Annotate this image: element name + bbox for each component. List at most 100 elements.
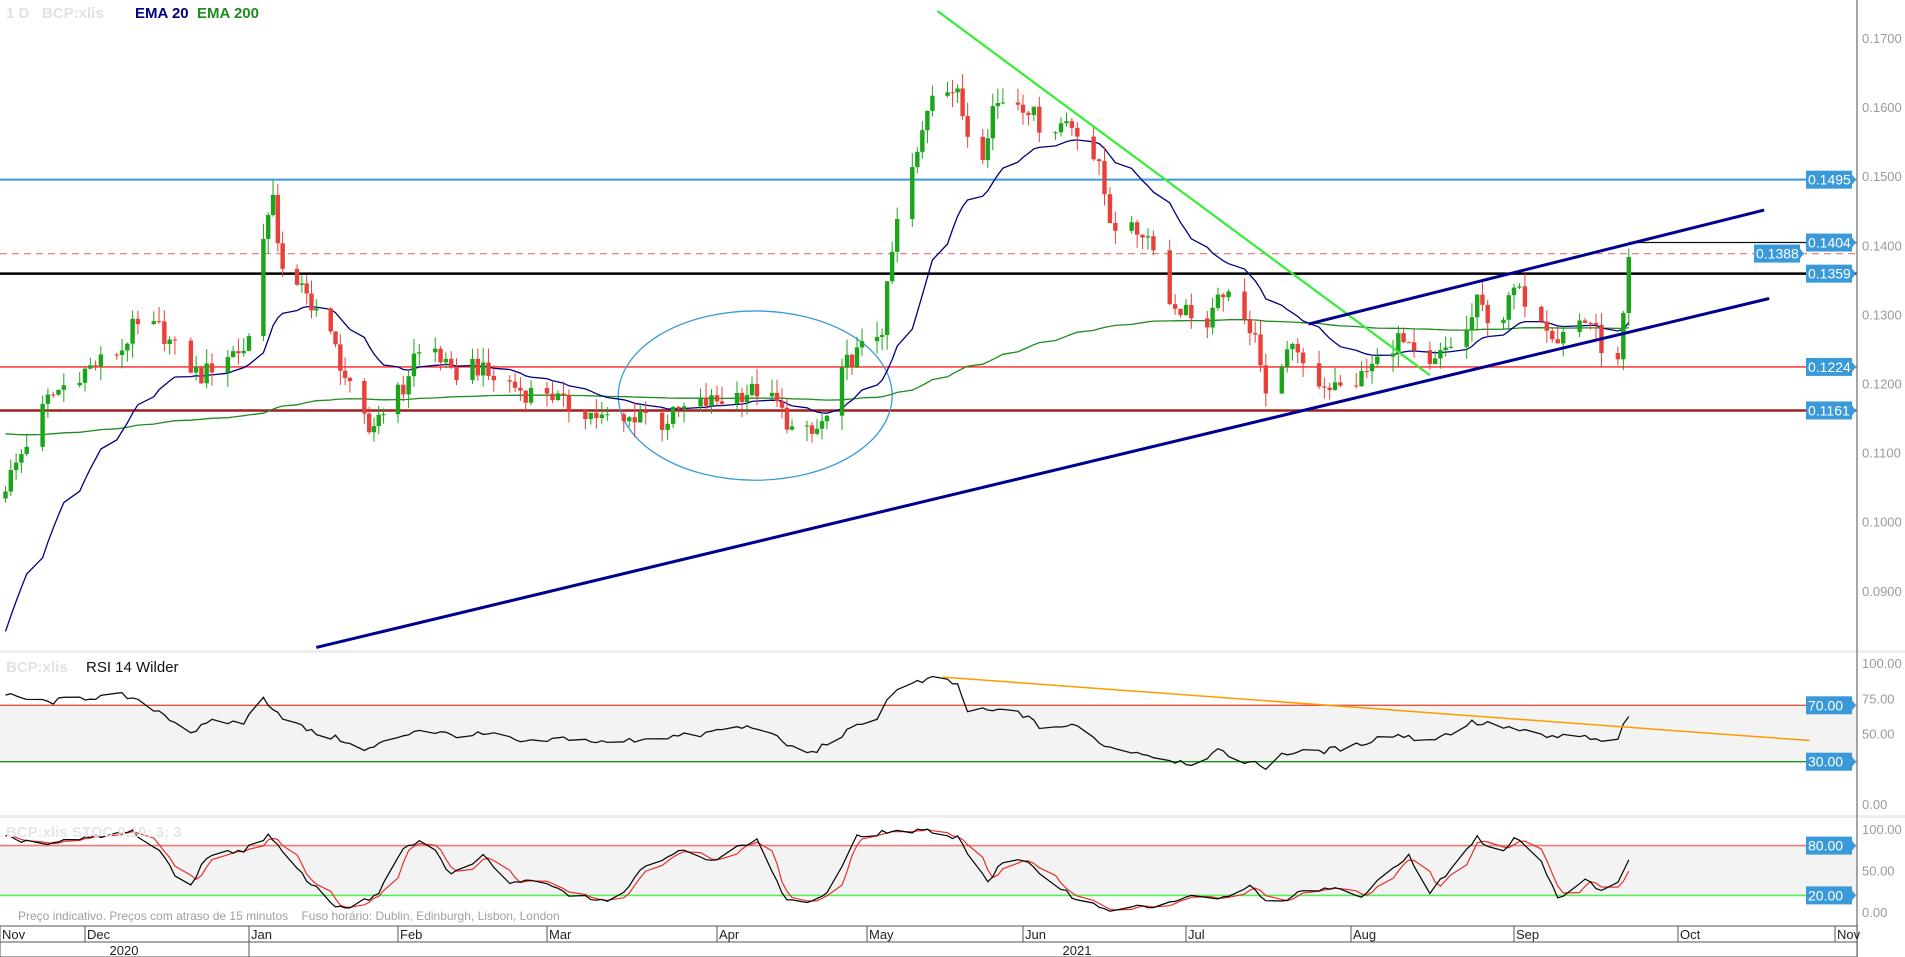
candle[interactable] bbox=[744, 384, 750, 415]
candle[interactable] bbox=[1432, 350, 1438, 365]
candle[interactable] bbox=[1183, 299, 1189, 316]
candle[interactable] bbox=[1107, 187, 1113, 224]
candle[interactable] bbox=[1242, 278, 1247, 325]
candle[interactable] bbox=[659, 408, 665, 442]
candle[interactable] bbox=[1295, 338, 1300, 364]
candle[interactable] bbox=[990, 93, 996, 151]
candle[interactable] bbox=[1469, 303, 1475, 342]
candle[interactable] bbox=[1167, 239, 1172, 306]
candle[interactable] bbox=[681, 402, 687, 423]
candle[interactable] bbox=[874, 321, 880, 354]
candle[interactable] bbox=[1263, 353, 1269, 407]
candle[interactable] bbox=[925, 110, 930, 144]
candle[interactable] bbox=[960, 73, 965, 120]
candle[interactable] bbox=[749, 376, 755, 397]
candle[interactable] bbox=[945, 81, 950, 98]
candle[interactable] bbox=[241, 338, 246, 357]
candle[interactable] bbox=[1172, 294, 1178, 315]
candle[interactable] bbox=[209, 353, 215, 386]
candle[interactable] bbox=[849, 353, 855, 376]
candle[interactable] bbox=[910, 153, 915, 227]
candle[interactable] bbox=[347, 376, 353, 393]
candle[interactable] bbox=[599, 401, 605, 424]
candle[interactable] bbox=[980, 128, 985, 165]
candle[interactable] bbox=[512, 373, 518, 392]
candle[interactable] bbox=[1480, 282, 1485, 312]
candle[interactable] bbox=[1316, 350, 1322, 390]
candle[interactable] bbox=[1501, 317, 1506, 330]
candle[interactable] bbox=[1215, 287, 1221, 311]
candle[interactable] bbox=[114, 352, 119, 360]
candle[interactable] bbox=[119, 338, 125, 369]
candle[interactable] bbox=[643, 401, 648, 425]
candle[interactable] bbox=[854, 336, 860, 368]
candle[interactable] bbox=[342, 357, 348, 386]
candle[interactable] bbox=[719, 386, 725, 406]
candle[interactable] bbox=[188, 337, 194, 374]
candle[interactable] bbox=[125, 342, 130, 362]
candle[interactable] bbox=[779, 388, 785, 419]
candle[interactable] bbox=[670, 405, 676, 429]
candle[interactable] bbox=[1037, 96, 1042, 142]
candle[interactable] bbox=[884, 281, 890, 350]
candle[interactable] bbox=[309, 280, 314, 319]
candle[interactable] bbox=[51, 391, 56, 399]
candle[interactable] bbox=[1205, 311, 1210, 339]
candle[interactable] bbox=[1031, 106, 1037, 122]
candle[interactable] bbox=[550, 381, 555, 404]
candle[interactable] bbox=[627, 415, 632, 427]
candle[interactable] bbox=[1522, 273, 1528, 318]
candle[interactable] bbox=[809, 422, 815, 443]
candle[interactable] bbox=[1506, 291, 1511, 330]
candle[interactable] bbox=[1401, 327, 1406, 344]
candle[interactable] bbox=[172, 336, 178, 355]
candle[interactable] bbox=[1075, 122, 1080, 151]
candle[interactable] bbox=[621, 409, 626, 432]
candle[interactable] bbox=[162, 310, 167, 352]
candle[interactable] bbox=[1555, 326, 1560, 344]
candle[interactable] bbox=[739, 387, 745, 417]
candle[interactable] bbox=[225, 350, 231, 387]
candle[interactable] bbox=[1448, 337, 1454, 349]
candle[interactable] bbox=[475, 348, 481, 381]
panel-divider[interactable] bbox=[0, 650, 1905, 653]
candle[interactable] bbox=[93, 360, 98, 371]
candle[interactable] bbox=[1091, 126, 1096, 161]
candle[interactable] bbox=[544, 382, 550, 407]
candle[interactable] bbox=[561, 381, 566, 407]
candle[interactable] bbox=[555, 390, 561, 401]
candle[interactable] bbox=[1621, 311, 1626, 371]
candle[interactable] bbox=[605, 407, 610, 421]
candle[interactable] bbox=[328, 307, 333, 335]
candle[interactable] bbox=[167, 336, 172, 355]
rsi-trendline[interactable] bbox=[942, 676, 1810, 742]
candle[interactable] bbox=[920, 121, 925, 159]
candle[interactable] bbox=[632, 402, 637, 438]
candle[interactable] bbox=[395, 382, 401, 424]
candle[interactable] bbox=[1113, 211, 1118, 245]
candle[interactable] bbox=[151, 311, 156, 325]
candle[interactable] bbox=[1129, 215, 1134, 234]
candle[interactable] bbox=[1290, 342, 1295, 361]
candle[interactable] bbox=[376, 405, 381, 435]
candle[interactable] bbox=[88, 357, 93, 370]
candle[interactable] bbox=[1221, 292, 1226, 312]
candle[interactable] bbox=[774, 379, 780, 408]
candle[interactable] bbox=[1369, 354, 1375, 384]
candle[interactable] bbox=[449, 351, 454, 369]
candle[interactable] bbox=[676, 405, 681, 418]
candle[interactable] bbox=[236, 338, 241, 365]
candle[interactable] bbox=[280, 231, 285, 278]
candle[interactable] bbox=[1300, 347, 1306, 377]
candle[interactable] bbox=[839, 358, 845, 430]
candle[interactable] bbox=[1390, 339, 1396, 372]
candle[interactable] bbox=[1140, 234, 1145, 250]
candle[interactable] bbox=[135, 310, 141, 334]
candle[interactable] bbox=[894, 207, 900, 263]
candle[interactable] bbox=[1626, 248, 1631, 327]
candle[interactable] bbox=[950, 79, 955, 108]
candle[interactable] bbox=[1145, 228, 1151, 250]
candle[interactable] bbox=[406, 369, 411, 409]
panel-divider[interactable] bbox=[0, 815, 1905, 818]
candle[interactable] bbox=[1064, 112, 1069, 127]
